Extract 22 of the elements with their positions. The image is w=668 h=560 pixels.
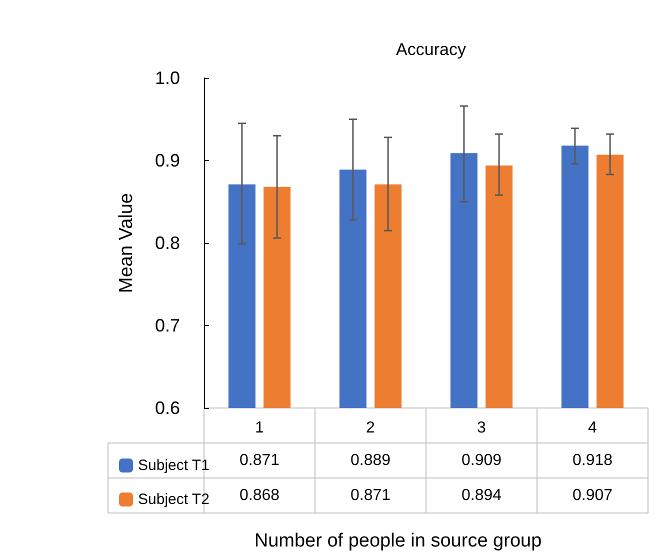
- x-tick-label: 2: [366, 420, 376, 436]
- data-label: 0.868: [239, 487, 280, 504]
- data-label: 0.918: [572, 452, 613, 469]
- y-tick-label: 0.9: [154, 150, 180, 170]
- data-label: 0.907: [572, 487, 613, 504]
- data-label: 0.889: [350, 452, 391, 469]
- y-tick-label: 1.0: [154, 68, 180, 88]
- data-label: 0.871: [350, 487, 391, 504]
- data-label: 0.894: [461, 487, 502, 504]
- x-tick-label: 1: [255, 420, 264, 436]
- y-tick-label: 0.6: [154, 398, 180, 418]
- x-tick-label: 3: [477, 420, 486, 436]
- legend-label: Subject T2: [138, 491, 210, 508]
- data-label: 0.871: [239, 452, 280, 469]
- y-tick-label: 0.8: [154, 233, 180, 253]
- data-label: 0.909: [461, 452, 502, 469]
- y-tick-label: 0.7: [154, 316, 180, 336]
- x-tick-label: 4: [588, 420, 598, 436]
- chart-title: Accuracy: [396, 40, 466, 59]
- y-axis-title: Mean Value: [116, 193, 137, 293]
- x-axis-title: Number of people in source group: [254, 530, 542, 552]
- legend-label: Subject T1: [138, 457, 210, 474]
